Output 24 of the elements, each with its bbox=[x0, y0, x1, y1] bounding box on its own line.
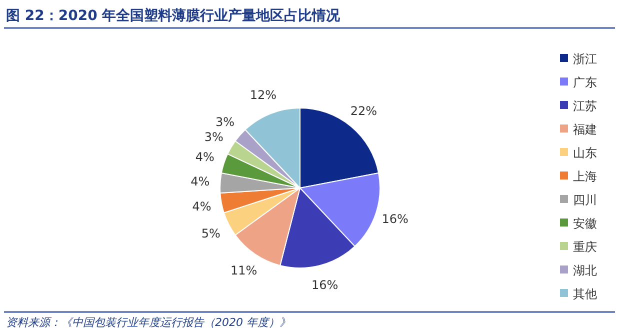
data-label: 22% bbox=[350, 104, 378, 118]
data-label: 4% bbox=[195, 150, 214, 164]
text: 资料来源：《中国包装行业年度运行报告（2020 年度）》 bbox=[6, 316, 290, 329]
legend-label: 其他 bbox=[573, 287, 597, 301]
legend-label: 浙江 bbox=[573, 52, 597, 66]
legend-label: 福建 bbox=[573, 122, 597, 136]
data-label: 16% bbox=[312, 278, 338, 292]
data-label: 11% bbox=[230, 264, 258, 278]
data-label: 12% bbox=[250, 88, 277, 102]
data-label: 4% bbox=[190, 174, 210, 189]
legend-label: 江苏 bbox=[573, 99, 597, 113]
legend-label: 四川 bbox=[573, 193, 597, 207]
data-label: 5% bbox=[201, 226, 220, 240]
data-label: 4% bbox=[192, 200, 212, 214]
legend-label: 山东 bbox=[573, 146, 597, 160]
legend-label: 广东 bbox=[573, 76, 597, 90]
legend-label: 上海 bbox=[573, 170, 597, 184]
legend-label: 湖北 bbox=[573, 264, 597, 278]
legend-label: 重庆 bbox=[573, 240, 597, 254]
legend-label: 安徽 bbox=[573, 216, 597, 230]
data-label: 16% bbox=[382, 212, 408, 226]
data-label: 3% bbox=[204, 130, 224, 144]
chart-title: 图 22：2020 年全国塑料薄膜行业产量地区占比情况 bbox=[6, 7, 342, 24]
data-label: 3% bbox=[215, 114, 235, 129]
